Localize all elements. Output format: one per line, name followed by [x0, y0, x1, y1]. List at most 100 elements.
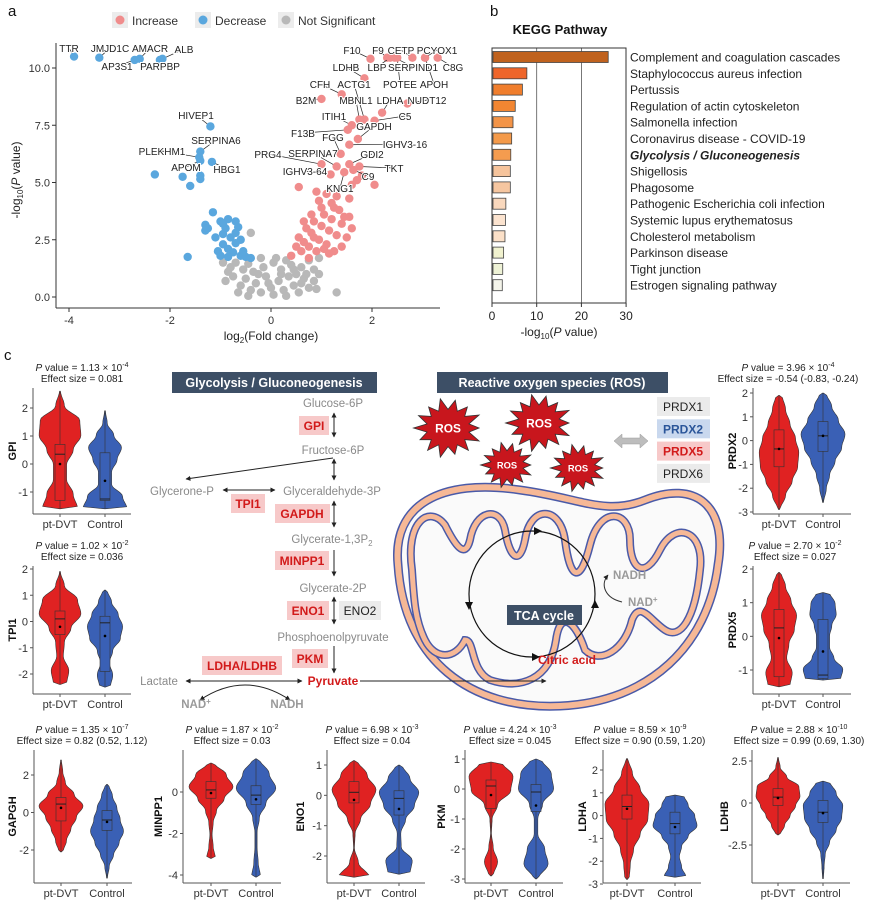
- gene-label: HBG1: [213, 165, 241, 176]
- label-leader-line: [302, 129, 348, 134]
- y-tick-label: -2.5: [728, 840, 747, 852]
- data-point: [186, 181, 195, 191]
- gene-label: ALB: [175, 45, 194, 56]
- label-leader-line: [267, 153, 322, 165]
- mean-point: [352, 798, 356, 802]
- data-point: [332, 192, 341, 201]
- chart-title: KEGG Pathway: [513, 22, 608, 37]
- prdx-box: [657, 463, 710, 483]
- label-leader-line: [359, 166, 395, 169]
- data-point: [314, 269, 324, 279]
- data-point-labeled: [196, 156, 205, 165]
- data-point: [370, 180, 379, 189]
- label-leader-line: [161, 150, 200, 158]
- box: [99, 452, 111, 501]
- x-tick-label: pt-DVT: [194, 888, 229, 900]
- enzyme-box-minpp1: [275, 551, 329, 570]
- data-point: [259, 263, 268, 272]
- data-point-labeled: [332, 162, 341, 171]
- prdx-box: [657, 397, 710, 416]
- label-leader-line: [304, 170, 331, 175]
- label-leader-line: [374, 115, 406, 122]
- panel-label-b: b: [490, 3, 498, 20]
- mean-point: [821, 650, 825, 653]
- category-label: Cholesterol metabolism: [630, 230, 755, 244]
- prdx-label: PRDX2: [663, 422, 703, 436]
- data-point: [239, 247, 248, 256]
- bar: [492, 148, 512, 161]
- gene-label: C5: [399, 112, 412, 123]
- data-point: [196, 174, 205, 184]
- y-tick-label: 0: [172, 787, 178, 799]
- data-point: [309, 233, 319, 242]
- data-point: [329, 203, 339, 212]
- gene-label: TTR: [59, 44, 78, 55]
- mean-point: [777, 636, 781, 640]
- data-point: [246, 253, 255, 263]
- data-point-labeled: [343, 125, 352, 135]
- data-point: [342, 233, 351, 242]
- p-value-label: P value = 1.02 × 10-2: [36, 540, 129, 552]
- data-point: [244, 291, 253, 301]
- ros-star-shape: [412, 397, 481, 459]
- enzyme-tpi1: TPI1: [235, 497, 261, 511]
- gene-label: TKT: [385, 164, 404, 175]
- data-point: [256, 288, 266, 297]
- gene-label: AP3S1: [101, 62, 133, 73]
- y-tick-label: -1: [450, 814, 460, 826]
- metabolite-fructose-6p: Fructose-6P: [302, 445, 365, 457]
- data-point: [256, 253, 266, 263]
- ros-star-label: ROS: [526, 417, 552, 431]
- category-label: Salmonella infection: [630, 116, 737, 130]
- data-point-labeled: [206, 122, 215, 131]
- x-tick-label: pt-DVT: [43, 699, 78, 711]
- bar: [492, 132, 513, 145]
- y-tick-label: 7.5: [35, 120, 50, 132]
- x-tick-label: Control: [805, 699, 840, 711]
- gene-label: C9: [362, 172, 375, 183]
- data-point: [239, 265, 248, 274]
- data-point: [233, 288, 243, 297]
- y-tick-label: 0: [316, 790, 322, 802]
- ros-star-icon: ROS: [412, 397, 481, 459]
- y-tick-label: -2: [588, 856, 598, 868]
- bar: [492, 279, 503, 292]
- gene-label: POTEE: [383, 80, 417, 91]
- y-axis-label: TPI1: [7, 618, 19, 641]
- mean-point: [209, 791, 213, 795]
- data-point: [319, 210, 329, 219]
- gene-label: APOH: [420, 80, 448, 91]
- gene-label: F13B: [291, 129, 315, 140]
- data-point: [304, 283, 314, 293]
- data-point: [337, 242, 346, 251]
- p-value-label: P value = 1.87 × 10-2: [186, 724, 279, 736]
- data-point: [218, 219, 228, 228]
- gene-label: IGHV3-16: [383, 140, 428, 151]
- gene-label: F9: [372, 46, 384, 57]
- mean-point: [776, 796, 780, 800]
- bar: [492, 230, 506, 243]
- data-point: [317, 203, 326, 212]
- data-point: [216, 251, 225, 260]
- data-point-labeled: [420, 53, 430, 62]
- category-label: Pathogenic Escherichia coli infection: [630, 197, 825, 211]
- gene-label: PRG4: [254, 150, 282, 161]
- data-point: [314, 253, 324, 263]
- bar: [492, 197, 507, 210]
- data-point: [264, 279, 273, 288]
- metabolite-lactate: Lactate: [140, 676, 178, 688]
- data-point: [345, 212, 354, 222]
- y-tick-label: 0: [742, 436, 748, 448]
- x-tick-label: -2: [165, 315, 175, 327]
- bar: [492, 214, 506, 226]
- y-tick-label: 1: [592, 788, 598, 800]
- prdx-label: PRDX6: [663, 467, 703, 481]
- gene-label: C8G: [443, 63, 464, 74]
- enzyme-eno1: ENO1: [292, 604, 325, 618]
- gene-label: MBNL1: [339, 96, 373, 107]
- panel-label-a: a: [8, 3, 17, 20]
- enzyme-minpp1: MINPP1: [280, 554, 325, 568]
